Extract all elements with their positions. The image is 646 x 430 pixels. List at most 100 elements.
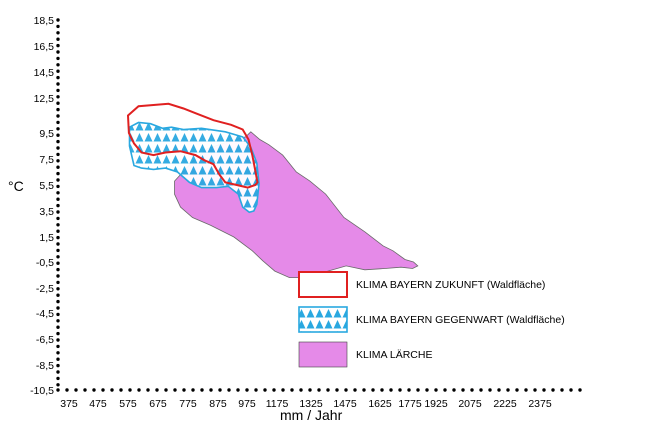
x-axis-dot bbox=[425, 388, 429, 392]
y-axis-dot bbox=[56, 274, 60, 278]
x-tick-label: 1475 bbox=[333, 398, 357, 410]
y-axis-dot bbox=[56, 133, 60, 137]
y-tick-label: 14,5 bbox=[34, 67, 55, 79]
x-axis-dot bbox=[344, 388, 348, 392]
x-axis-dot bbox=[191, 388, 195, 392]
x-axis-dot bbox=[560, 388, 564, 392]
axes: 18,5 16,5 14,5 12,5 9,5 7,5 5,5 3,5 1,5 -0,5 -2,5 -… bbox=[30, 15, 582, 410]
x-axis-dot bbox=[56, 388, 60, 392]
x-axis-dot bbox=[164, 388, 168, 392]
y-axis-dot bbox=[56, 235, 60, 240]
x-tick-label: 775 bbox=[179, 398, 197, 410]
x-axis-dot bbox=[155, 388, 159, 392]
x-axis-dot bbox=[101, 388, 105, 392]
y-tick-label: 18,5 bbox=[34, 15, 55, 27]
y-axis-dot bbox=[56, 229, 60, 233]
legend-swatch bbox=[298, 306, 348, 333]
y-axis-dot bbox=[56, 63, 60, 67]
y-axis-dot bbox=[56, 127, 60, 131]
x-axis-dot bbox=[488, 388, 492, 392]
x-axis-dot bbox=[182, 388, 186, 392]
legend-label: KLIMA BAYERN ZUKUNFT (Waldfläche) bbox=[356, 279, 545, 291]
y-axis-dot bbox=[56, 107, 60, 112]
x-axis-dot bbox=[146, 388, 150, 392]
y-tick-label: 16,5 bbox=[34, 41, 55, 53]
x-axis-dot bbox=[461, 388, 465, 392]
y-axis-dot bbox=[56, 37, 60, 41]
y-axis-dot bbox=[56, 146, 60, 150]
y-axis-dot bbox=[56, 43, 60, 48]
y-axis-dot bbox=[56, 18, 60, 22]
x-axis-dot bbox=[74, 388, 78, 392]
legend-swatch bbox=[298, 271, 348, 298]
y-axis-dot bbox=[56, 184, 60, 189]
x-tick-label: 1325 bbox=[299, 398, 323, 410]
x-axis-dot bbox=[290, 388, 294, 392]
y-axis-dot bbox=[56, 331, 60, 336]
y-axis-dot bbox=[56, 171, 60, 176]
y-axis-dot bbox=[56, 319, 60, 323]
y-axis-dot bbox=[56, 248, 60, 253]
x-axis-dot bbox=[137, 388, 141, 392]
y-tick-label: 7,5 bbox=[39, 154, 54, 166]
y-axis-dot bbox=[56, 223, 60, 227]
x-axis-dot bbox=[236, 388, 240, 392]
x-axis-dot bbox=[497, 388, 501, 392]
y-axis-dot bbox=[56, 299, 60, 304]
y-axis-dot bbox=[56, 267, 60, 272]
x-axis-dot bbox=[506, 388, 510, 392]
y-axis-dot bbox=[56, 255, 60, 259]
y-tick-label: -10,5 bbox=[30, 385, 54, 397]
x-axis-dot bbox=[407, 388, 411, 392]
y-axis-dot bbox=[56, 280, 60, 285]
y-tick-label: -2,5 bbox=[36, 283, 54, 295]
y-axis-dot bbox=[56, 216, 60, 221]
y-axis-title: °C bbox=[8, 178, 24, 194]
x-axis-dot bbox=[362, 388, 366, 392]
x-axis-dot bbox=[308, 388, 312, 392]
y-axis-dot bbox=[56, 31, 60, 35]
y-tick-label: 12,5 bbox=[34, 93, 55, 105]
y-axis-dot bbox=[56, 261, 60, 265]
x-axis-dot bbox=[578, 388, 582, 392]
x-axis-dot bbox=[173, 388, 177, 392]
x-axis-dot bbox=[479, 388, 483, 392]
y-axis-dot bbox=[56, 114, 60, 118]
x-axis-dot bbox=[452, 388, 456, 392]
y-axis-dot bbox=[56, 159, 60, 163]
x-axis-dot bbox=[326, 388, 330, 392]
x-axis-dot bbox=[128, 388, 132, 392]
y-axis-dot bbox=[56, 351, 60, 355]
x-axis-dot bbox=[245, 388, 249, 392]
x-axis-dot bbox=[371, 388, 375, 392]
y-tick-label: 5,5 bbox=[39, 180, 54, 192]
y-axis-dot bbox=[56, 203, 60, 208]
y-axis-dot bbox=[56, 120, 60, 125]
y-axis-dot bbox=[56, 287, 60, 291]
y-axis-dot bbox=[56, 82, 60, 86]
y-axis-dot bbox=[56, 344, 60, 349]
y-axis-dot bbox=[56, 139, 60, 144]
legend-label: KLIMA BAYERN GEGENWART (Waldfläche) bbox=[356, 314, 565, 326]
x-axis-dot bbox=[389, 388, 393, 392]
y-axis-dot bbox=[56, 88, 60, 93]
x-axis-dot bbox=[533, 388, 537, 392]
y-axis-dot bbox=[56, 338, 60, 342]
y-axis-dot bbox=[56, 325, 60, 329]
y-axis-dot bbox=[56, 197, 60, 201]
x-tick-label: 575 bbox=[119, 398, 137, 410]
y-axis-dot bbox=[56, 75, 60, 80]
x-axis-dot bbox=[65, 388, 69, 392]
x-axis-dot bbox=[398, 388, 402, 392]
x-axis-dot bbox=[209, 388, 213, 392]
y-axis-dot bbox=[56, 191, 60, 195]
x-tick-label: 375 bbox=[60, 398, 78, 410]
x-axis-dot bbox=[380, 388, 384, 392]
x-axis-dot bbox=[218, 388, 222, 392]
y-axis-dot bbox=[56, 165, 60, 169]
y-tick-label: -6,5 bbox=[36, 334, 54, 346]
y-axis-dot bbox=[56, 363, 60, 368]
y-tick-label: 1,5 bbox=[39, 232, 54, 244]
y-tick-label: -4,5 bbox=[36, 308, 54, 320]
